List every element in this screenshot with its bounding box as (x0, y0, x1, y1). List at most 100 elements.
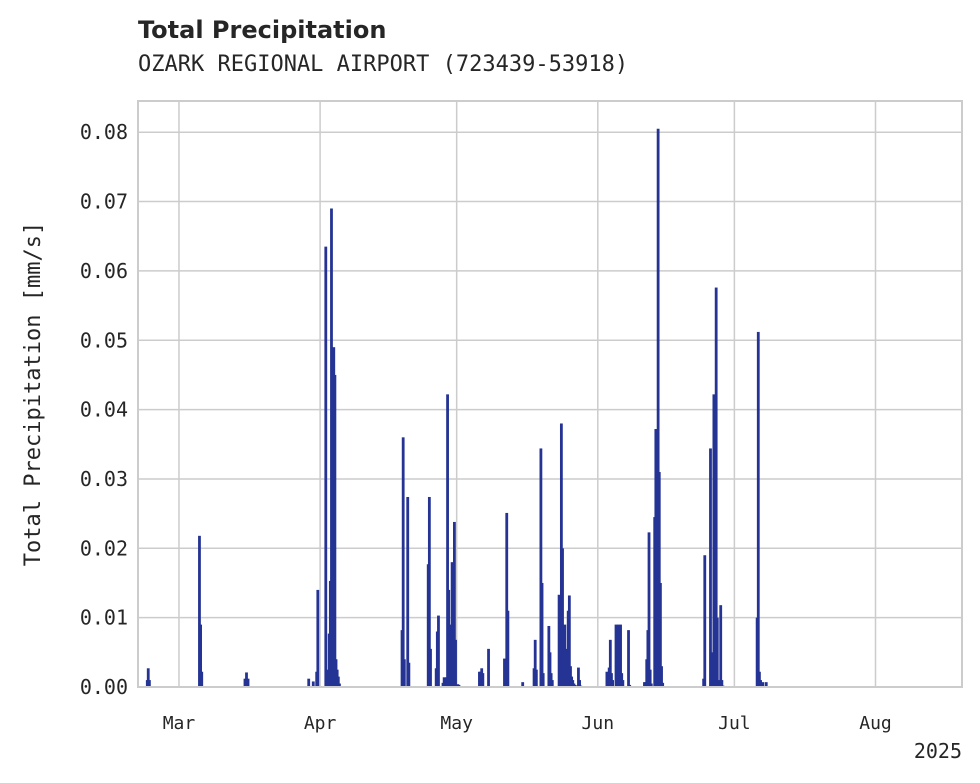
x-tick-label: May (440, 713, 473, 734)
precipitation-bar (657, 472, 661, 687)
precipitation-bar (521, 682, 525, 687)
x-tick-label: Jul (718, 713, 751, 734)
precipitation-bar (503, 658, 506, 687)
precipitation-bar (199, 624, 202, 687)
precipitation-bar (712, 394, 716, 687)
precipitation-bar (246, 678, 250, 687)
precipitation-bar (333, 374, 337, 687)
precipitation-bar (429, 648, 432, 687)
precipitation-bar (628, 684, 632, 687)
precipitation-bar (481, 673, 485, 687)
precipitation-bar (656, 128, 660, 688)
precipitation-bar (561, 548, 564, 687)
precipitation-bar (619, 624, 622, 687)
precipitation-bar (567, 595, 571, 687)
x-tick-label: Jun (582, 713, 615, 734)
y-axis-label: Total Precipitation [mm/s] (21, 222, 46, 566)
plot-frame (137, 100, 963, 688)
precipitation-bar (406, 496, 410, 687)
precipitation-bar (457, 684, 461, 687)
precipitation-bar (448, 624, 452, 687)
precipitation-bar (758, 671, 761, 687)
precipitation-bar (608, 639, 612, 687)
y-tick-label: 0.04 (80, 398, 128, 422)
precipitation-bar (703, 555, 707, 687)
y-tick-label: 0.06 (80, 259, 128, 283)
precipitation-bar (506, 610, 510, 687)
y-axis-ticks: 0.00 0.01 0.02 0.03 0.04 0.05 0.06 0.07 0.08 (80, 120, 128, 699)
precipitation-bar (756, 331, 760, 687)
precipitation-bar (550, 680, 554, 687)
precipitation-bar (147, 680, 151, 687)
precipitation-bar (245, 672, 248, 687)
precipitation-bar (338, 683, 341, 687)
grid (138, 101, 962, 688)
precipitation-bar (541, 673, 545, 687)
precipitation-bar (540, 582, 544, 687)
y-tick-label: 0.00 (80, 675, 128, 699)
precipitation-bar (654, 429, 658, 687)
precipitation-bar (533, 639, 537, 687)
precipitation-bar (714, 287, 718, 687)
x-tick-label: Mar (163, 713, 196, 734)
precipitation-bar (487, 648, 490, 687)
precipitation-bar (764, 682, 768, 687)
precipitation-bar (548, 652, 552, 687)
precipitation-bar (719, 605, 723, 687)
precipitation-bar (577, 667, 580, 687)
y-tick-label: 0.08 (80, 120, 128, 144)
chart-subtitle: OZARK REGIONAL AIRPORT (723439-53918) (138, 52, 629, 77)
precipitation-bar (454, 639, 457, 687)
precipitation-bar (336, 676, 340, 687)
precipitation-bar (402, 659, 406, 687)
precipitation-bar (427, 496, 431, 687)
precipitation-bar (759, 680, 762, 687)
precipitation-bar (578, 680, 581, 687)
y-tick-label: 0.07 (80, 190, 128, 214)
x-tick-label: Aug (859, 713, 892, 734)
precipitation-bar (661, 682, 665, 687)
precipitation-bar (627, 630, 630, 687)
precipitation-bar (720, 680, 724, 687)
x-axis-ticks: Mar Apr May Jun Jul Aug (163, 713, 892, 734)
precipitation-bar (534, 669, 538, 687)
precipitation-bar (146, 668, 150, 687)
precipitation-bar (611, 680, 614, 687)
precipitation-bar (307, 678, 311, 687)
precipitation-bar (198, 535, 201, 687)
chart-title: Total Precipitation (138, 16, 387, 44)
precipitation-bar (325, 669, 329, 687)
precipitation-bar (324, 246, 328, 687)
precipitation-bar (437, 615, 440, 687)
precipitation-bar (539, 448, 543, 687)
precipitation-bar (616, 624, 620, 687)
precipitation-bar (614, 624, 618, 687)
precipitation-bar (610, 673, 613, 687)
precipitation-bar (563, 624, 567, 687)
precipitation-bar (311, 681, 315, 687)
precipitation-bar (401, 437, 405, 687)
precipitation-bar (710, 652, 714, 687)
precipitation-bar (647, 532, 651, 687)
precipitation-bar (330, 208, 333, 688)
precipitation-bar (620, 673, 624, 687)
precipitation-bar (659, 582, 662, 687)
precipitation-bar (407, 662, 411, 687)
precipitation-bar (549, 673, 553, 687)
precipitation-bar (715, 617, 719, 687)
y-tick-label: 0.05 (80, 328, 128, 352)
precipitation-bar (621, 680, 625, 687)
x-tick-label: Apr (304, 713, 337, 734)
precipitation-bar (316, 589, 320, 687)
precipitation-bar (709, 448, 712, 687)
precipitation-bar (649, 683, 653, 687)
precipitation-bar (761, 682, 765, 687)
x-axis-year-label: 2025 (914, 739, 962, 763)
precipitation-bar (660, 666, 663, 687)
precipitation-bar (505, 512, 509, 687)
precipitation-bar (446, 394, 449, 687)
precipitation-bar (243, 678, 247, 687)
precipitation-bar (200, 671, 204, 687)
y-tick-label: 0.03 (80, 467, 128, 491)
